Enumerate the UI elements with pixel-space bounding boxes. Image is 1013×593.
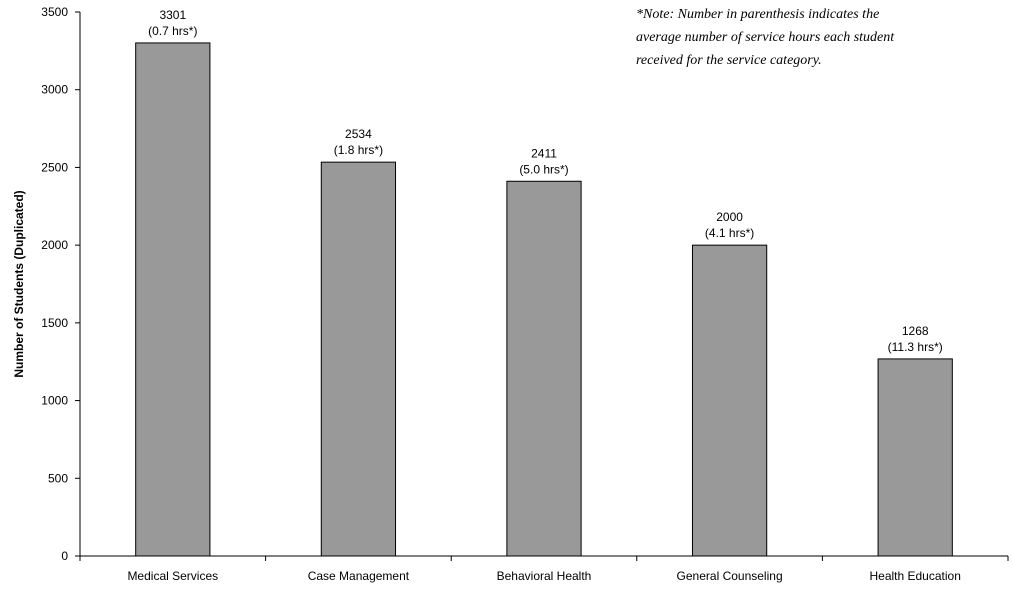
note-line: average number of service hours each stu… [636, 30, 895, 45]
data-sublabel: (1.8 hrs*) [334, 143, 383, 157]
bar [320, 161, 397, 557]
bar [135, 42, 211, 557]
data-label: 3301 [159, 8, 186, 22]
chart-note: *Note: Number in parenthesis indicates t… [636, 7, 895, 68]
data-label: 2534 [345, 127, 372, 141]
x-category-label: Health Education [869, 569, 960, 583]
y-axis: 0 500 1000 1500 2000 2500 3000 3500 [41, 5, 81, 563]
y-tick-label: 2000 [41, 238, 68, 252]
data-sublabel: (0.7 hrs*) [148, 24, 197, 38]
y-axis-title: Number of Students (Duplicated) [12, 190, 26, 377]
x-category-label: Medical Services [127, 569, 218, 583]
data-sublabel: (4.1 hrs*) [705, 226, 754, 240]
y-tick-label: 2500 [41, 160, 68, 174]
data-label: 1268 [902, 324, 929, 338]
y-tick-label: 0 [61, 549, 68, 563]
note-line: *Note: Number in parenthesis indicates t… [636, 7, 879, 22]
note-line: received for the service category. [636, 53, 822, 68]
x-category-label: Behavioral Health [497, 569, 592, 583]
y-tick-label: 1500 [41, 316, 68, 330]
data-label: 2000 [716, 210, 743, 224]
data-sublabel: (11.3 hrs*) [888, 340, 943, 354]
bar [506, 180, 582, 557]
bars-group: 3301 (0.7 hrs*) 2534 (1.8 hrs*) 2411 (5.0 hrs… [135, 8, 953, 557]
y-tick-label: 500 [48, 471, 68, 485]
bar [691, 244, 768, 557]
y-tick-label: 3000 [41, 83, 68, 97]
x-category-label: General Counseling [677, 569, 783, 583]
x-axis: Medical Services Case Management Behaviora… [79, 555, 1009, 583]
data-label: 2411 [531, 146, 557, 160]
data-sublabel: (5.0 hrs*) [519, 162, 568, 176]
y-tick-label: 3500 [41, 5, 68, 19]
bar [877, 358, 953, 557]
y-tick-label: 1000 [41, 394, 68, 408]
x-category-label: Case Management [308, 569, 410, 583]
